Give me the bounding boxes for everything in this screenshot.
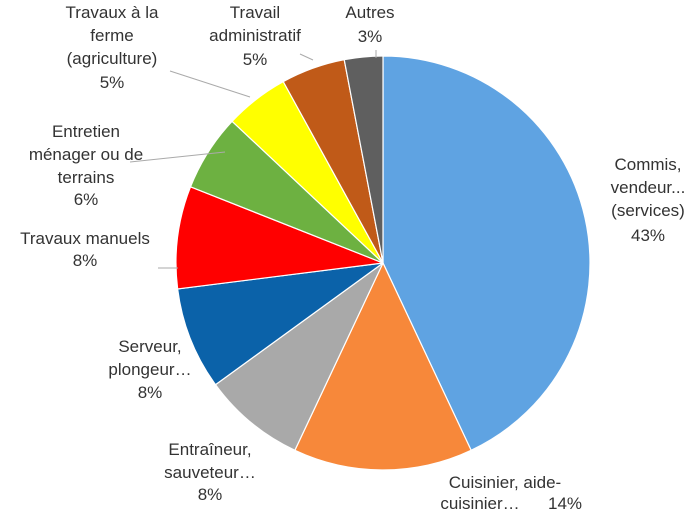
value-label: 5%	[100, 73, 125, 92]
pie-slice	[175, 186, 384, 290]
category-label: Travaux manuels	[20, 229, 150, 248]
pie-slice	[382, 55, 591, 452]
value-label: 43%	[631, 226, 665, 245]
pie-slice	[176, 262, 384, 386]
value-label: 3%	[358, 27, 383, 46]
category-label: Travail administratif	[209, 3, 301, 45]
leader-line	[169, 70, 251, 98]
category-label: Autres	[345, 3, 394, 22]
pie-slice	[343, 55, 384, 264]
value-label: 6%	[74, 190, 99, 209]
value-label: 5%	[243, 50, 268, 69]
category-label: Entraîneur, sauveteur…	[164, 440, 256, 482]
value-label: 8%	[73, 251, 98, 270]
value-label: 8%	[138, 383, 163, 402]
category-label: Entretien ménager ou de terrains	[29, 122, 143, 187]
category-label: Cuisinier, aide-cuisinier…	[440, 473, 561, 513]
leader-line	[299, 53, 314, 61]
category-label: Serveur, plongeur…	[108, 337, 191, 379]
value-label: 14%	[548, 494, 582, 513]
value-label: 8%	[198, 485, 223, 504]
pie-slice	[214, 262, 384, 452]
category-label: Travaux à la ferme (agriculture)	[66, 3, 159, 68]
pie-slice	[294, 261, 472, 471]
leader-line	[129, 151, 226, 163]
category-label: Commis, vendeur... (services)	[611, 155, 686, 220]
